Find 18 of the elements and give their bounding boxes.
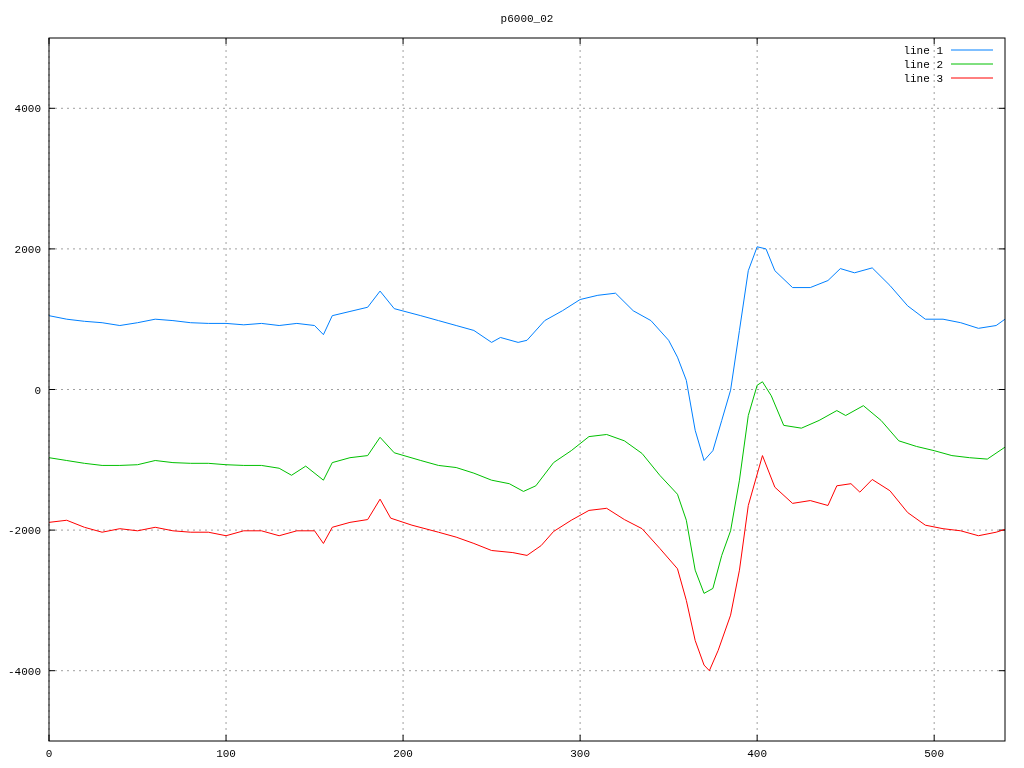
y-tick-label: -2000 bbox=[7, 525, 41, 538]
chart-title: p6000_02 bbox=[500, 13, 554, 25]
y-tick-label: 4000 bbox=[14, 103, 41, 116]
x-tick-label: 300 bbox=[570, 748, 591, 760]
y-tick-label: -4000 bbox=[7, 665, 41, 678]
x-tick-label: 500 bbox=[924, 748, 945, 760]
x-tick-label: 0 bbox=[45, 748, 53, 760]
line-series bbox=[48, 455, 1006, 672]
line-series bbox=[48, 246, 1006, 461]
legend-label: line 2 bbox=[903, 59, 943, 71]
x-tick-label: 200 bbox=[393, 748, 413, 760]
x-tick-label: 100 bbox=[216, 748, 236, 760]
x-tick-label: 400 bbox=[747, 748, 768, 760]
line-series bbox=[48, 381, 1006, 594]
legend-label: line 1 bbox=[903, 45, 944, 57]
legend-label: line 3 bbox=[903, 73, 943, 85]
y-tick-label: 2000 bbox=[14, 243, 41, 256]
y-tick-label: 0 bbox=[34, 384, 41, 397]
